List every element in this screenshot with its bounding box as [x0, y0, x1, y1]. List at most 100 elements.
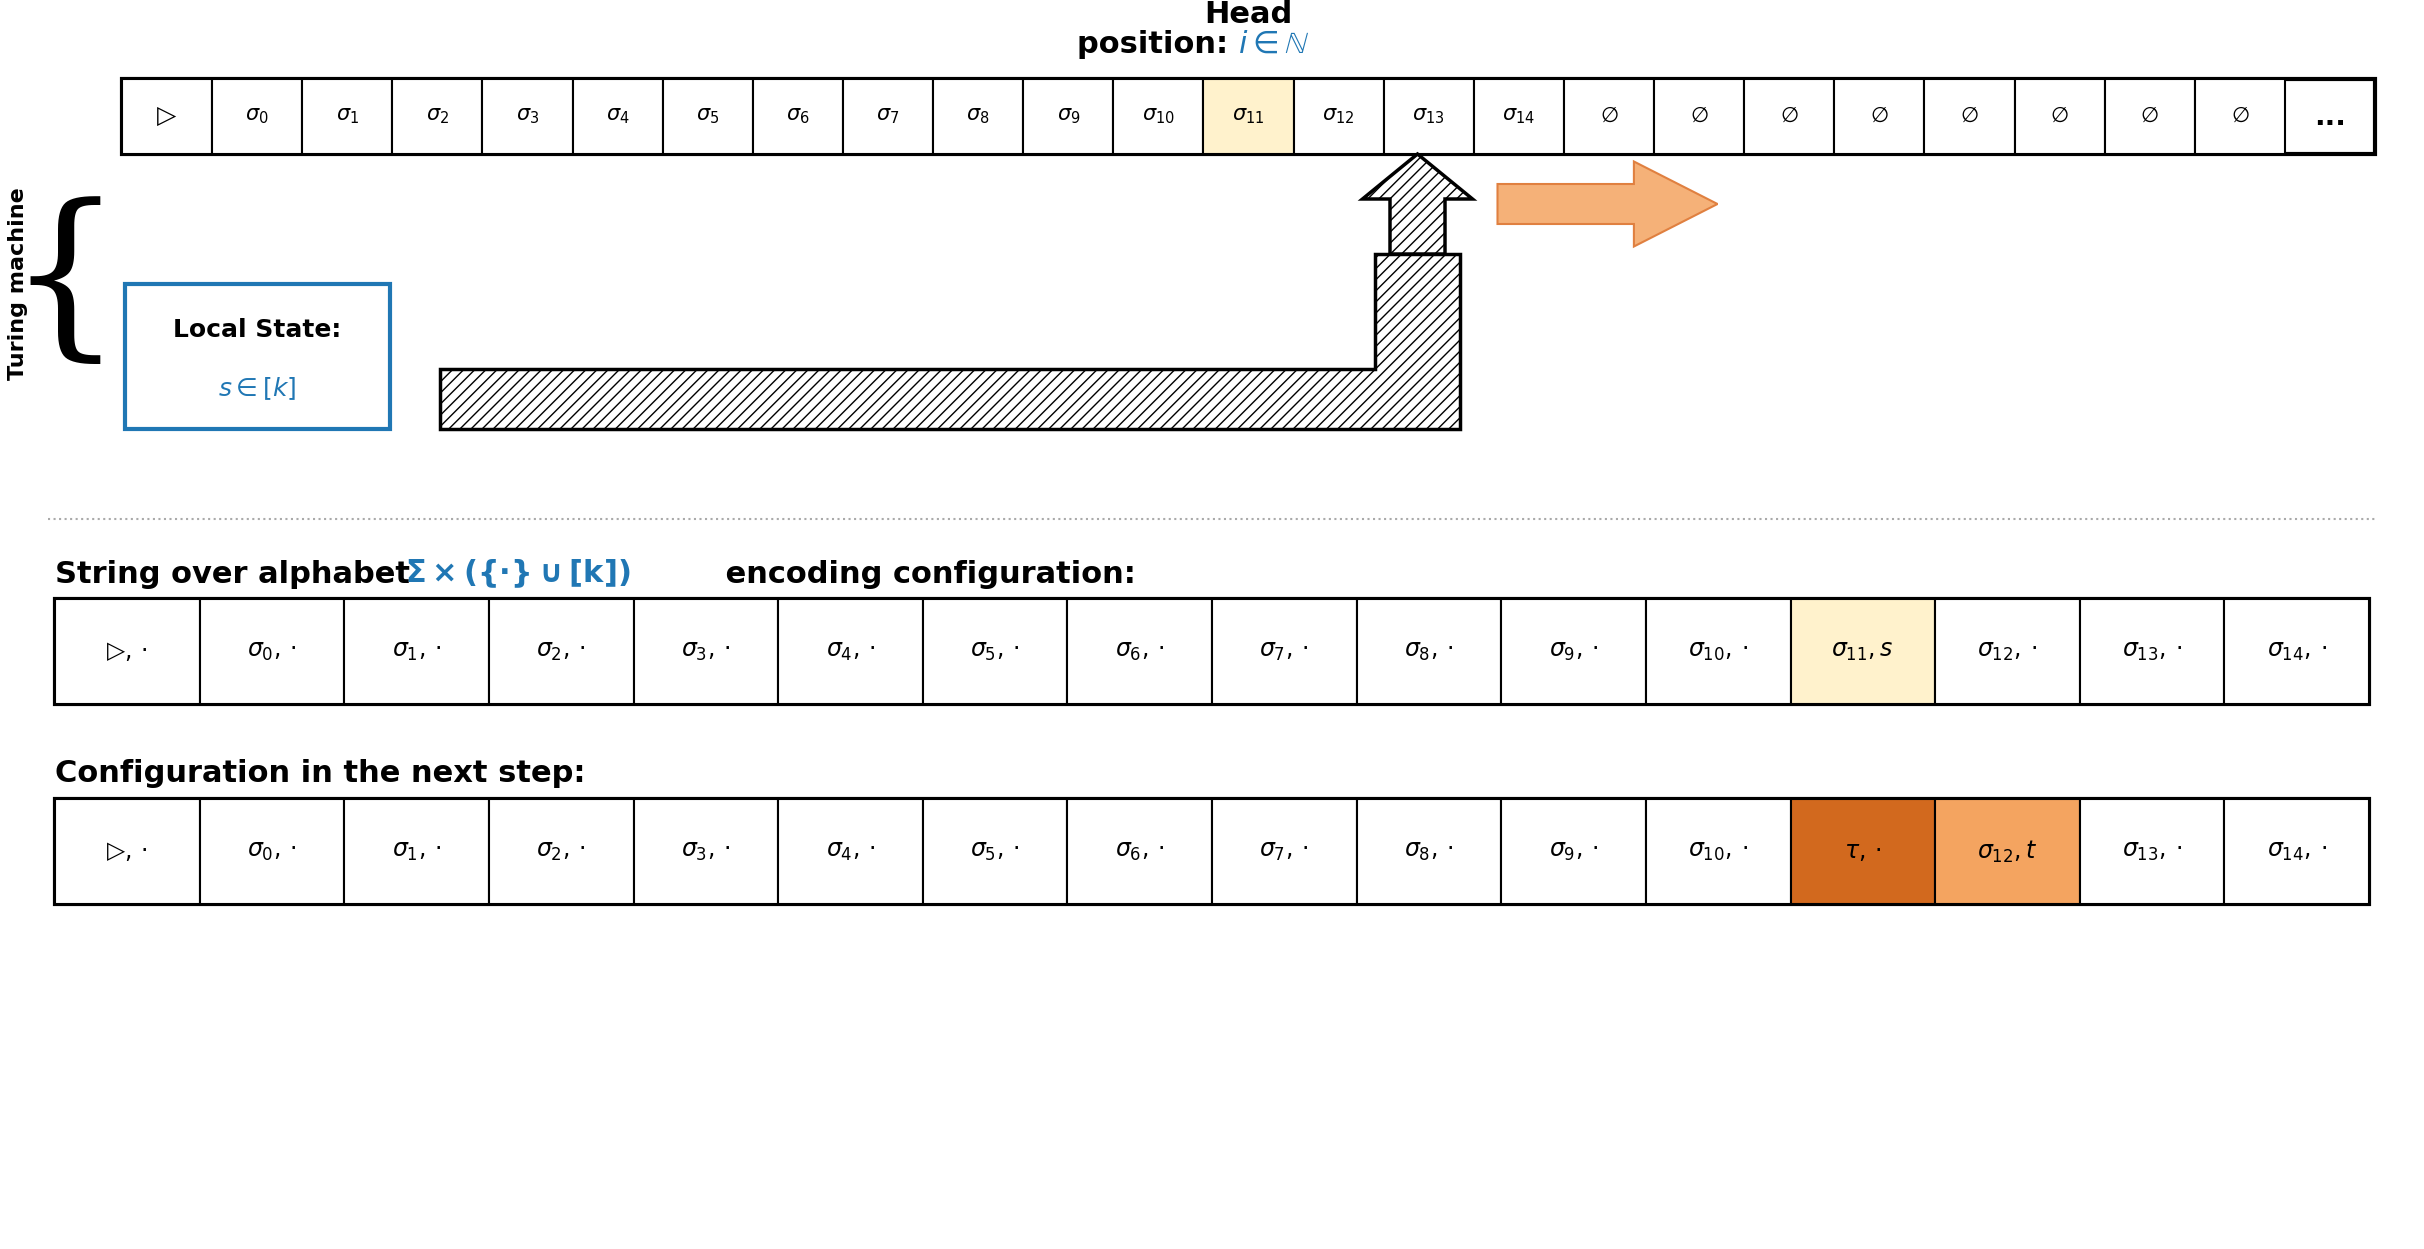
Bar: [1113, 79, 1202, 154]
Text: $\triangleright,\cdot$: $\triangleright,\cdot$: [107, 841, 148, 863]
Text: $\mathbf{\Sigma \times (\{\cdot\} \cup [k])}$: $\mathbf{\Sigma \times (\{\cdot\} \cup […: [405, 558, 630, 591]
Text: {: {: [7, 196, 124, 372]
Bar: [1646, 799, 1791, 904]
Bar: [56, 600, 199, 704]
Bar: [778, 600, 924, 704]
Bar: [1500, 799, 1646, 904]
Bar: [1357, 799, 1500, 904]
Text: $\emptyset$: $\emptyset$: [2230, 107, 2249, 126]
Text: $\sigma_{14}$: $\sigma_{14}$: [1503, 106, 1534, 126]
Text: $\sigma_6,\cdot$: $\sigma_6,\cdot$: [1115, 639, 1164, 663]
Polygon shape: [1498, 161, 1719, 246]
Bar: [1653, 79, 1745, 154]
Text: $\sigma_8$: $\sigma_8$: [967, 106, 989, 126]
Text: $\sigma_9,\cdot$: $\sigma_9,\cdot$: [1549, 841, 1597, 863]
Text: $\sigma_{13},\cdot$: $\sigma_{13},\cdot$: [2121, 639, 2182, 663]
Text: $\sigma_5,\cdot$: $\sigma_5,\cdot$: [970, 841, 1021, 863]
Text: $\sigma_1,\cdot$: $\sigma_1,\cdot$: [393, 639, 441, 663]
Text: $\sigma_6,\cdot$: $\sigma_6,\cdot$: [1115, 841, 1164, 863]
Text: Configuration in the next step:: Configuration in the next step:: [56, 759, 587, 788]
Text: $\sigma_4,\cdot$: $\sigma_4,\cdot$: [827, 639, 875, 663]
Text: $\sigma_7,\cdot$: $\sigma_7,\cdot$: [1260, 841, 1309, 863]
Text: $\triangleright,\cdot$: $\triangleright,\cdot$: [107, 639, 148, 663]
Text: $\emptyset$: $\emptyset$: [1779, 107, 1799, 126]
Bar: [56, 799, 2368, 904]
Bar: [2104, 79, 2194, 154]
Bar: [1474, 79, 1563, 154]
Text: $\sigma_8,\cdot$: $\sigma_8,\cdot$: [1403, 841, 1454, 863]
Bar: [1835, 79, 1925, 154]
Bar: [126, 284, 390, 428]
Text: $\emptyset$: $\emptyset$: [1600, 107, 1619, 126]
Text: ...: ...: [2315, 102, 2346, 130]
Bar: [1791, 799, 1934, 904]
Polygon shape: [1362, 154, 1471, 254]
Text: encoding configuration:: encoding configuration:: [715, 560, 1137, 588]
Text: $s \in [k]$: $s \in [k]$: [218, 375, 296, 402]
Bar: [344, 799, 490, 904]
Text: $\sigma_5$: $\sigma_5$: [696, 106, 720, 126]
Text: Head: Head: [1205, 0, 1292, 29]
Bar: [633, 799, 778, 904]
Text: Local State:: Local State:: [175, 318, 342, 342]
Bar: [213, 79, 303, 154]
Text: $\sigma_0$: $\sigma_0$: [245, 106, 269, 126]
Text: $\emptyset$: $\emptyset$: [2051, 107, 2070, 126]
Text: $\sigma_2$: $\sigma_2$: [427, 106, 448, 126]
Bar: [490, 600, 633, 704]
Bar: [2225, 600, 2368, 704]
Text: $\sigma_{10}$: $\sigma_{10}$: [1142, 106, 1176, 126]
Text: $\sigma_3,\cdot$: $\sigma_3,\cdot$: [681, 639, 730, 663]
Text: $\sigma_5,\cdot$: $\sigma_5,\cdot$: [970, 639, 1021, 663]
Text: Turing machine: Turing machine: [7, 187, 29, 381]
Text: $\sigma_{12},\cdot$: $\sigma_{12},\cdot$: [1978, 639, 2039, 663]
Text: $\emptyset$: $\emptyset$: [1690, 107, 1709, 126]
Bar: [1212, 799, 1357, 904]
Bar: [1294, 79, 1384, 154]
Bar: [2194, 79, 2286, 154]
Text: $\sigma_{10},\cdot$: $\sigma_{10},\cdot$: [1687, 841, 1748, 863]
Bar: [56, 799, 199, 904]
Text: $\sigma_{14},\cdot$: $\sigma_{14},\cdot$: [2266, 841, 2327, 863]
Text: $\sigma_3,\cdot$: $\sigma_3,\cdot$: [681, 841, 730, 863]
Bar: [1563, 79, 1653, 154]
Text: $i \in \mathbb{N}$: $i \in \mathbb{N}$: [1239, 30, 1311, 59]
Bar: [199, 799, 344, 904]
Bar: [490, 799, 633, 904]
Bar: [633, 600, 778, 704]
Text: $\sigma_{11},s$: $\sigma_{11},s$: [1833, 639, 1893, 663]
Bar: [2080, 600, 2225, 704]
Bar: [1067, 600, 1212, 704]
Bar: [844, 79, 933, 154]
Text: $\sigma_0,\cdot$: $\sigma_0,\cdot$: [247, 639, 296, 663]
Bar: [572, 79, 662, 154]
Text: $\emptyset$: $\emptyset$: [1961, 107, 1978, 126]
Text: $\tau,\cdot$: $\tau,\cdot$: [1845, 841, 1881, 863]
Text: $\sigma_7,\cdot$: $\sigma_7,\cdot$: [1260, 639, 1309, 663]
Bar: [754, 79, 844, 154]
Text: $\sigma_9,\cdot$: $\sigma_9,\cdot$: [1549, 639, 1597, 663]
Bar: [2014, 79, 2104, 154]
Bar: [393, 79, 482, 154]
Text: $\sigma_9$: $\sigma_9$: [1057, 106, 1081, 126]
Bar: [1934, 600, 2080, 704]
Bar: [2225, 799, 2368, 904]
Bar: [933, 79, 1023, 154]
Text: $\sigma_7$: $\sigma_7$: [877, 106, 899, 126]
Text: $\emptyset$: $\emptyset$: [1869, 107, 1888, 126]
Bar: [1202, 79, 1294, 154]
Text: $\sigma_4,\cdot$: $\sigma_4,\cdot$: [827, 841, 875, 863]
Bar: [662, 79, 754, 154]
Text: $\sigma_{10},\cdot$: $\sigma_{10},\cdot$: [1687, 639, 1748, 663]
Bar: [1925, 79, 2014, 154]
Text: $\triangleright$: $\triangleright$: [158, 105, 177, 129]
Bar: [303, 79, 393, 154]
Bar: [924, 799, 1067, 904]
Text: $\sigma_1,\cdot$: $\sigma_1,\cdot$: [393, 841, 441, 863]
Bar: [1212, 600, 1357, 704]
Bar: [924, 600, 1067, 704]
Text: $\sigma_{13},\cdot$: $\sigma_{13},\cdot$: [2121, 841, 2182, 863]
Text: String over alphabet: String over alphabet: [56, 560, 422, 588]
Text: $\emptyset$: $\emptyset$: [2140, 107, 2160, 126]
Text: $\sigma_{11}$: $\sigma_{11}$: [1231, 106, 1265, 126]
